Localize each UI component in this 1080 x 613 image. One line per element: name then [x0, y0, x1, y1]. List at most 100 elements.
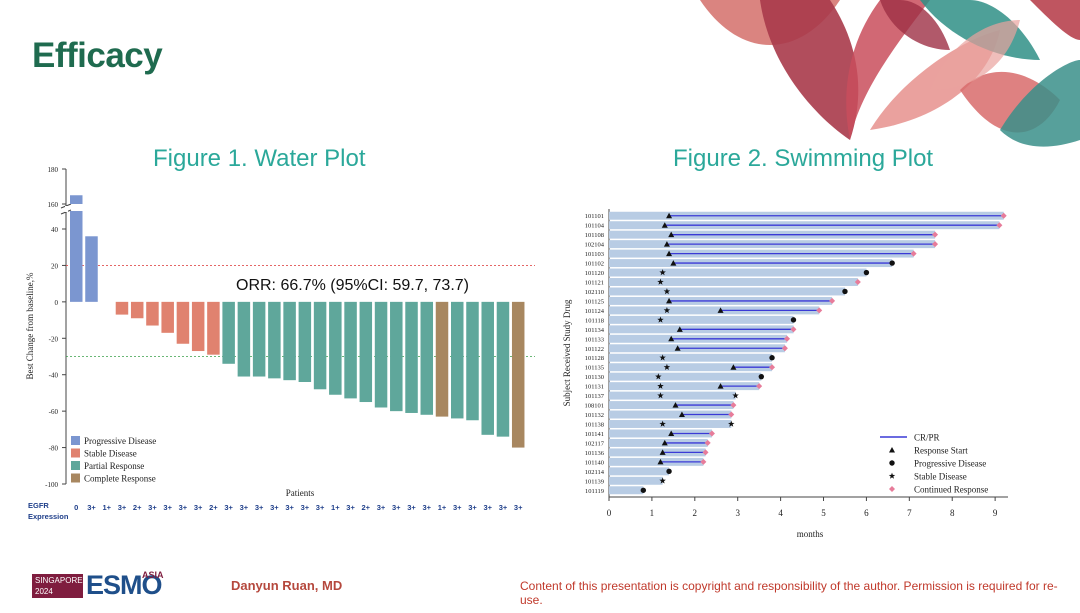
waterfall-bar	[344, 301, 357, 399]
swim-bar	[609, 438, 708, 447]
logo-sup: ASIA	[142, 570, 164, 580]
egfr-value: 3+	[468, 503, 477, 512]
esmo-asia-logo: SINGAPORE 2024 ESMO ASIA	[32, 570, 172, 602]
egfr-value: 3+	[224, 503, 233, 512]
waterfall-bar	[298, 301, 312, 382]
stable-disease-marker	[663, 363, 671, 370]
subject-id: 102114	[585, 469, 605, 476]
egfr-value: 3+	[301, 503, 310, 512]
legend-label-sd: Stable Disease	[914, 472, 967, 482]
stable-disease-marker	[659, 477, 666, 484]
figure1-title: Figure 1. Water Plot	[153, 145, 366, 172]
egfr-value: 1+	[102, 503, 111, 512]
subject-id: 101139	[585, 478, 604, 485]
response-start-marker	[668, 430, 675, 436]
subject-id: 101141	[585, 431, 604, 438]
response-start-marker	[661, 439, 668, 446]
y-tick-label: 40	[51, 226, 59, 234]
response-start-marker	[668, 231, 675, 238]
egfr-value: 3+	[346, 503, 355, 512]
waterfall-bar	[237, 301, 251, 377]
subject-id: 101108	[585, 232, 604, 239]
egfr-value: 3+	[514, 503, 523, 512]
subject-id: 101103	[585, 251, 604, 258]
waterfall-bar	[207, 301, 220, 355]
y-tick-label: -40	[49, 372, 59, 380]
stable-disease-marker	[663, 307, 671, 314]
subject-id: 101130	[585, 374, 604, 381]
subject-id: 101136	[585, 450, 605, 457]
egfr-value: 3+	[194, 503, 203, 512]
progressive-disease-marker	[758, 373, 765, 380]
egfr-value: 2+	[362, 503, 371, 512]
logo-location-box: SINGAPORE 2024	[32, 574, 83, 598]
continued-response-marker	[816, 307, 823, 314]
subject-id: 101121	[585, 280, 604, 287]
waterfall-bar	[420, 301, 434, 415]
x-tick-label: 5	[821, 508, 826, 518]
waterfall-bar	[161, 301, 174, 333]
slide-title: Efficacy	[32, 36, 163, 75]
stable-disease-marker	[732, 392, 739, 399]
egfr-value: 2+	[133, 503, 142, 512]
progressive-disease-marker	[790, 317, 797, 323]
egfr-value: 3+	[87, 503, 96, 512]
legend-label-pd: Progressive Disease	[914, 459, 986, 469]
swim-bar	[609, 476, 663, 485]
subject-id: 101135	[585, 365, 604, 372]
egfr-value: 3+	[163, 503, 172, 512]
response-start-marker	[663, 241, 670, 247]
subject-id: 102110	[585, 289, 604, 296]
x-tick-label: 9	[993, 508, 998, 518]
continued-response-marker	[781, 345, 788, 352]
logo-main: ESMO	[86, 570, 163, 600]
swim-bar	[609, 391, 736, 400]
stable-disease-marker	[655, 373, 662, 380]
egfr-value: 3+	[179, 503, 188, 512]
swimmer-y-label: Subject Received Study Drug	[562, 299, 572, 406]
stable-disease-marker	[657, 316, 664, 323]
stable-disease-marker	[657, 382, 664, 389]
subject-id: 101102	[585, 261, 604, 268]
logo-line1: SINGAPORE	[35, 576, 83, 585]
egfr-value: 3+	[407, 503, 416, 512]
egfr-value: 3+	[453, 503, 462, 512]
subject-id: 101124	[585, 308, 605, 315]
figure2-title: Figure 2. Swimming Plot	[673, 145, 934, 172]
legend-label-progressive: Progressive Disease	[84, 436, 156, 446]
egfr-value: 3+	[118, 503, 127, 512]
stable-disease-marker	[657, 278, 664, 285]
response-start-marker	[730, 364, 737, 370]
egfr-value: 3+	[483, 503, 492, 512]
continued-response-marker	[756, 383, 763, 390]
response-start-marker	[661, 222, 668, 228]
egfr-value: 3+	[377, 503, 386, 512]
continued-response-marker	[932, 241, 939, 248]
swim-bar	[609, 372, 762, 381]
continued-response-marker	[769, 364, 776, 371]
continued-response-marker	[829, 297, 836, 304]
waterfall-y-label: Best Change from baseline,%	[25, 272, 35, 379]
egfr-value: 1+	[438, 503, 447, 512]
subject-id: 101138	[585, 422, 604, 429]
continued-response-marker	[700, 458, 707, 465]
continued-response-marker	[728, 411, 735, 418]
continued-response-marker	[704, 439, 711, 446]
egfr-value: 3+	[270, 503, 279, 512]
waterfall-bar	[252, 301, 266, 377]
progressive-disease-marker	[863, 269, 870, 276]
author-name: Danyun Ruan, MD	[231, 578, 343, 593]
waterfall-bar	[390, 301, 403, 412]
continued-response-marker	[708, 430, 715, 437]
waterfall-bar	[176, 301, 190, 344]
response-start-marker	[676, 326, 683, 332]
waterfall-bar	[130, 301, 144, 319]
egfr-value: 0	[74, 503, 78, 512]
legend-label-crpr: CR/PR	[914, 433, 940, 443]
swim-bar	[609, 287, 845, 296]
egfr-value: 3+	[499, 503, 508, 512]
progressive-disease-marker	[842, 288, 848, 295]
continued-response-marker	[702, 449, 709, 456]
